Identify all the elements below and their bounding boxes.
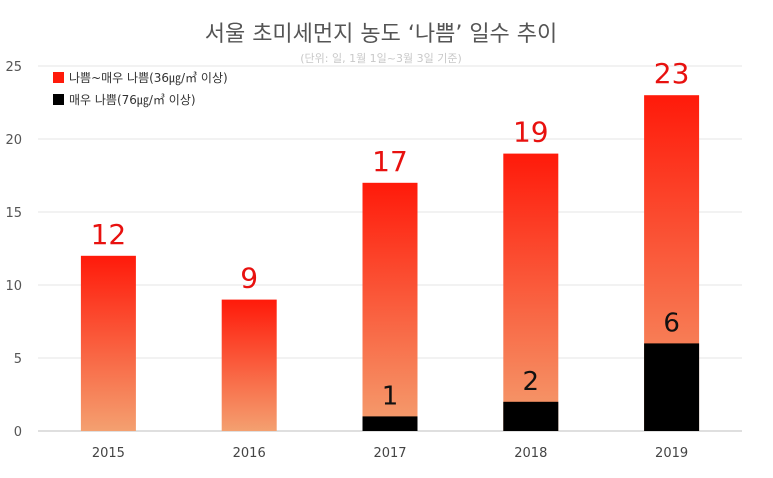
bar-very-bad-2017	[362, 416, 418, 431]
y-tick-label: 20	[5, 133, 22, 148]
y-tick-label: 0	[14, 425, 22, 440]
legend-label-very-bad: 매우 나쁨(76㎍/㎥ 이상)	[69, 93, 196, 107]
x-tick-label-2018: 2018	[514, 446, 547, 461]
bar-very-bad-2018	[503, 401, 559, 431]
bar-bad-2016	[221, 299, 277, 431]
total-label-2017: 17	[372, 145, 408, 178]
y-tick-label: 10	[5, 279, 22, 294]
x-axis: 2015 2016 2017 2018 2019	[92, 446, 688, 461]
bars	[80, 95, 700, 431]
very-bad-label-2019: 6	[663, 308, 680, 338]
x-tick-label-2015: 2015	[92, 446, 125, 461]
x-tick-label-2016: 2016	[233, 446, 266, 461]
legend-swatch-very-bad	[53, 94, 64, 105]
data-labels: 12 9 17 1 19 2 23 6	[91, 57, 690, 411]
y-tick-label: 15	[5, 206, 22, 221]
chart-subtitle: (단위: 일, 1월 1일~3월 3일 기준)	[300, 51, 462, 65]
y-tick-label: 25	[5, 60, 22, 75]
y-tick-label: 5	[14, 352, 22, 367]
total-label-2015: 12	[91, 218, 127, 251]
total-label-2016: 9	[240, 262, 258, 295]
bar-very-bad-2019	[644, 343, 700, 431]
legend: 나쁨~매우 나쁨(36㎍/㎥ 이상) 매우 나쁨(76㎍/㎥ 이상)	[53, 71, 228, 107]
very-bad-label-2017: 1	[382, 381, 399, 411]
bar-bad-2017	[362, 182, 418, 431]
total-label-2019: 23	[654, 57, 690, 90]
bar-bad-2015	[80, 255, 136, 431]
very-bad-label-2018: 2	[523, 367, 540, 397]
legend-label-bad: 나쁨~매우 나쁨(36㎍/㎥ 이상)	[69, 71, 228, 85]
y-axis: 0 5 10 15 20 25	[5, 60, 22, 440]
bar-bad-2018	[503, 153, 559, 431]
x-tick-label-2017: 2017	[373, 446, 406, 461]
x-tick-label-2019: 2019	[655, 446, 688, 461]
total-label-2018: 19	[513, 116, 549, 149]
chart-title: 서울 초미세먼지 농도 ‘나쁨’ 일수 추이	[205, 22, 558, 47]
legend-swatch-bad	[53, 72, 64, 83]
